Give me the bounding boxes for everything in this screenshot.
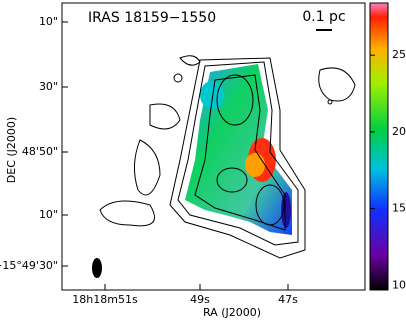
- colorbar-tick-label: 10: [392, 278, 406, 291]
- y-tick-label: 30": [39, 80, 58, 93]
- colorbar: [369, 2, 389, 291]
- plot-frame: [61, 2, 366, 291]
- x-tick-label: 18h18m51s: [72, 293, 138, 306]
- y-tick-label: 10": [39, 208, 58, 221]
- x-axis-label: RA (J2000): [203, 306, 261, 319]
- colorbar-tick-label: 15: [392, 202, 406, 215]
- map-image: [92, 29, 356, 278]
- x-tick-label: 49s: [190, 293, 210, 306]
- y-axis-label: DEC (J2000): [5, 117, 18, 183]
- colorbar-tick-label: 25: [392, 48, 406, 61]
- y-tick-label: 48'50": [22, 145, 58, 158]
- scale-label: 0.1 pc: [302, 9, 345, 25]
- chart-title: IRAS 18159−1550: [88, 10, 216, 26]
- y-tick-label: 10": [39, 15, 58, 28]
- x-tick-label: 47s: [278, 293, 298, 306]
- colorbar-tick-label: 20: [392, 125, 406, 138]
- y-tick-label: −15°49'30": [0, 259, 58, 272]
